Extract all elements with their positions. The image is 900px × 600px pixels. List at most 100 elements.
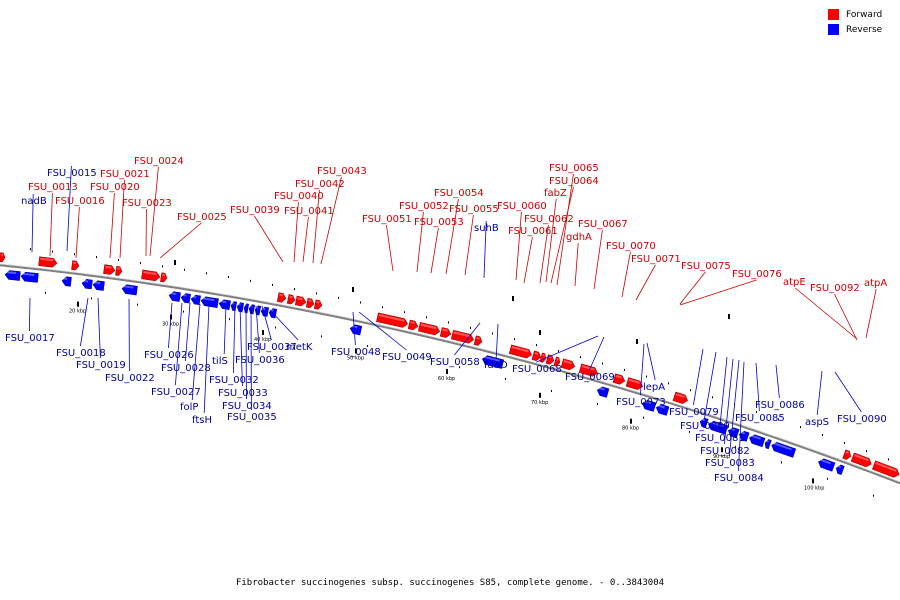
forward-gene-29[interactable] xyxy=(842,449,853,461)
forward-gene-4[interactable] xyxy=(103,264,116,275)
reverse-gene-label[interactable]: FSU_0022 xyxy=(105,373,155,384)
reverse-gene-label[interactable]: FSU_0035 xyxy=(227,412,277,423)
forward-gene-3[interactable] xyxy=(71,260,80,271)
forward-gene-label[interactable]: FSU_0055 xyxy=(449,204,499,215)
reverse-gene-label[interactable]: FSU_0068 xyxy=(512,364,562,375)
forward-gene-30[interactable] xyxy=(850,452,873,468)
reverse-gene-label[interactable]: FSU_0032 xyxy=(209,375,259,386)
forward-gene-1[interactable] xyxy=(0,252,6,263)
forward-gene-24[interactable] xyxy=(560,358,576,371)
forward-gene-26[interactable] xyxy=(612,373,626,386)
forward-gene-label[interactable]: FSU_0075 xyxy=(681,261,731,272)
forward-gene-label[interactable]: FSU_0023 xyxy=(122,198,172,209)
forward-gene-31[interactable] xyxy=(871,460,900,479)
forward-gene-label[interactable]: FSU_0020 xyxy=(90,182,140,193)
reverse-gene-label[interactable]: FSU_0018 xyxy=(56,348,106,359)
forward-gene-label[interactable]: FSU_0062 xyxy=(524,214,574,225)
forward-gene-11[interactable] xyxy=(305,297,315,309)
forward-gene-25[interactable] xyxy=(578,363,599,378)
forward-gene-16[interactable] xyxy=(439,327,452,338)
forward-gene-label[interactable]: FSU_0052 xyxy=(399,201,449,212)
forward-gene-label[interactable]: FSU_0013 xyxy=(28,182,78,193)
reverse-gene-label[interactable]: aspS xyxy=(805,417,829,428)
forward-gene-label[interactable]: FSU_0065 xyxy=(549,163,599,174)
forward-gene-label[interactable]: fabZ xyxy=(544,188,567,199)
reverse-gene-24[interactable] xyxy=(699,417,709,429)
forward-gene-label[interactable]: FSU_0092 xyxy=(810,283,860,294)
reverse-gene-label[interactable]: metK xyxy=(286,342,313,353)
reverse-gene-label[interactable]: FSU_0081 xyxy=(695,433,745,444)
reverse-gene-label[interactable]: FSU_0019 xyxy=(76,360,126,371)
forward-gene-label[interactable]: atpE xyxy=(783,277,806,288)
forward-gene-19[interactable] xyxy=(508,344,533,359)
forward-gene-label[interactable]: FSU_0043 xyxy=(317,166,367,177)
reverse-gene-11[interactable] xyxy=(218,299,231,311)
forward-gene-23[interactable] xyxy=(553,356,561,367)
forward-gene-15[interactable] xyxy=(417,322,441,336)
forward-gene-label[interactable]: gdhA xyxy=(566,232,592,243)
forward-gene-2[interactable] xyxy=(38,256,58,268)
forward-gene-label[interactable]: FSU_0060 xyxy=(497,201,547,212)
reverse-gene-label[interactable]: folP xyxy=(180,402,198,413)
reverse-gene-20[interactable] xyxy=(481,355,505,369)
forward-gene-label[interactable]: FSU_0042 xyxy=(295,179,345,190)
reverse-gene-label[interactable]: FSU_0069 xyxy=(565,372,615,383)
reverse-gene-label[interactable]: FSU_0079 xyxy=(669,407,719,418)
forward-gene-13[interactable] xyxy=(376,312,408,329)
forward-gene-label[interactable]: FSU_0039 xyxy=(230,205,280,216)
reverse-gene-label[interactable]: FSU_0082 xyxy=(700,446,750,457)
reverse-gene-4[interactable] xyxy=(81,279,93,290)
reverse-gene-label[interactable]: FSU_0048 xyxy=(331,347,381,358)
forward-gene-label[interactable]: FSU_0076 xyxy=(732,269,782,280)
forward-gene-27[interactable] xyxy=(625,377,644,391)
forward-gene-17[interactable] xyxy=(450,329,475,344)
reverse-gene-label[interactable]: tilS xyxy=(212,356,228,367)
reverse-gene-23[interactable] xyxy=(655,403,670,416)
forward-gene-20[interactable] xyxy=(531,350,542,362)
forward-gene-label[interactable]: FSU_0053 xyxy=(414,217,464,228)
forward-gene-18[interactable] xyxy=(473,335,483,346)
reverse-gene-label[interactable]: FSU_0073 xyxy=(616,397,666,408)
forward-gene-label[interactable]: FSU_0071 xyxy=(631,254,681,265)
forward-gene-label[interactable]: atpA xyxy=(864,278,887,289)
reverse-gene-label[interactable]: FSU_0058 xyxy=(430,357,480,368)
reverse-gene-label[interactable]: fabD xyxy=(484,360,508,371)
reverse-gene-label[interactable]: FSU_0085 xyxy=(735,413,785,424)
forward-gene-label[interactable]: FSU_0064 xyxy=(549,176,599,187)
reverse-gene-label[interactable]: FSU_0033 xyxy=(218,388,268,399)
reverse-gene-3[interactable] xyxy=(61,276,72,287)
forward-gene-28[interactable] xyxy=(672,391,689,405)
forward-gene-12[interactable] xyxy=(313,299,323,310)
forward-gene-label[interactable]: FSU_0070 xyxy=(606,241,656,252)
reverse-gene-label[interactable]: FSU_0037 xyxy=(247,342,297,353)
reverse-gene-label[interactable]: FSU_0090 xyxy=(837,414,887,425)
forward-gene-label[interactable]: FSU_0041 xyxy=(284,206,334,217)
forward-gene-6[interactable] xyxy=(141,269,161,282)
forward-gene-14[interactable] xyxy=(407,319,419,331)
reverse-gene-label[interactable]: FSU_0049 xyxy=(382,352,432,363)
forward-gene-9[interactable] xyxy=(286,294,296,305)
reverse-gene-5[interactable] xyxy=(92,280,105,291)
reverse-gene-28[interactable] xyxy=(748,433,766,448)
forward-gene-5[interactable] xyxy=(115,265,123,276)
reverse-gene-label[interactable]: FSU_0086 xyxy=(755,400,805,411)
reverse-gene-label[interactable]: FSU_0015 xyxy=(47,168,97,179)
reverse-gene-8[interactable] xyxy=(180,293,191,304)
reverse-gene-label[interactable]: nadB xyxy=(21,196,47,207)
forward-gene-7[interactable] xyxy=(160,272,168,283)
forward-gene-label[interactable]: FSU_0025 xyxy=(177,212,227,223)
reverse-gene-32[interactable] xyxy=(835,464,845,476)
forward-gene-label[interactable]: FSU_0061 xyxy=(508,226,558,237)
forward-gene-label[interactable]: FSU_0067 xyxy=(578,219,628,230)
reverse-gene-label[interactable]: FSU_0034 xyxy=(222,401,272,412)
reverse-gene-label[interactable]: FSU_0080 xyxy=(680,421,730,432)
reverse-gene-21[interactable] xyxy=(596,386,610,398)
reverse-gene-6[interactable] xyxy=(121,284,138,296)
forward-gene-label[interactable]: FSU_0024 xyxy=(134,156,184,167)
reverse-gene-label[interactable]: FSU_0084 xyxy=(714,473,764,484)
reverse-gene-15[interactable] xyxy=(248,304,256,315)
reverse-gene-19[interactable] xyxy=(349,324,363,336)
reverse-gene-1[interactable] xyxy=(4,270,21,281)
reverse-gene-label[interactable]: FSU_0036 xyxy=(235,355,285,366)
forward-gene-label[interactable]: FSU_0021 xyxy=(100,169,150,180)
